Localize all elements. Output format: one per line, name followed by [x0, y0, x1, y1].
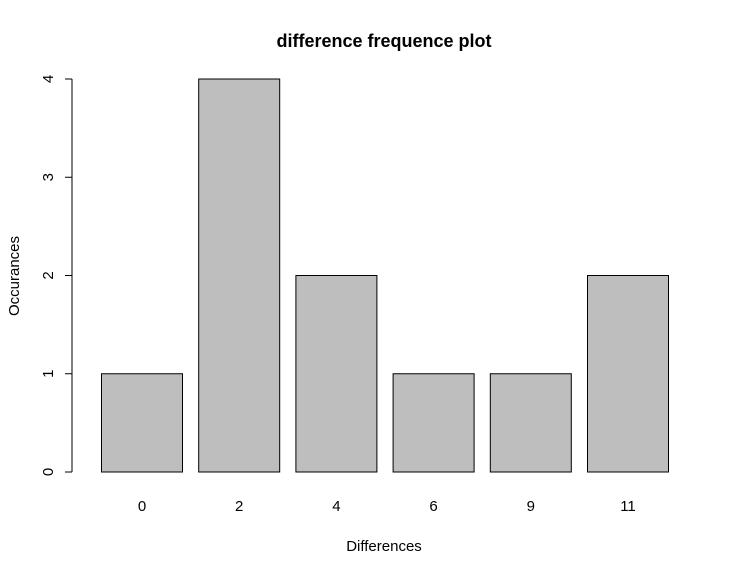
bar-9: [489, 373, 572, 473]
chart-title: difference frequence plot: [276, 31, 491, 51]
y-tick-label-3: 3: [40, 173, 57, 181]
x-tick-label-9: 9: [527, 498, 535, 515]
bar-4: [295, 275, 378, 473]
bar-0: [101, 373, 183, 473]
x-tick-label-6: 6: [429, 498, 437, 515]
y-tick-label-4: 4: [40, 75, 57, 83]
y-ticks-group: 0 1 2 3 4: [40, 75, 72, 476]
y-tick-label-2: 2: [40, 271, 57, 279]
bar-11: [587, 275, 669, 473]
x-tick-label-2: 2: [235, 498, 243, 515]
y-axis-label: Occurances: [6, 236, 23, 316]
bar-2: [198, 78, 281, 473]
x-tick-label-11: 11: [620, 498, 636, 515]
y-tick-label-1: 1: [40, 370, 57, 378]
x-tick-label-0: 0: [138, 498, 146, 515]
x-tick-label-4: 4: [332, 498, 340, 515]
bar-6: [392, 373, 475, 473]
x-ticks-group: 0 2 4 6 9 11: [138, 498, 636, 515]
y-tick-label-0: 0: [40, 468, 57, 476]
x-axis-label: Differences: [346, 538, 422, 555]
bars-group: [101, 78, 669, 473]
